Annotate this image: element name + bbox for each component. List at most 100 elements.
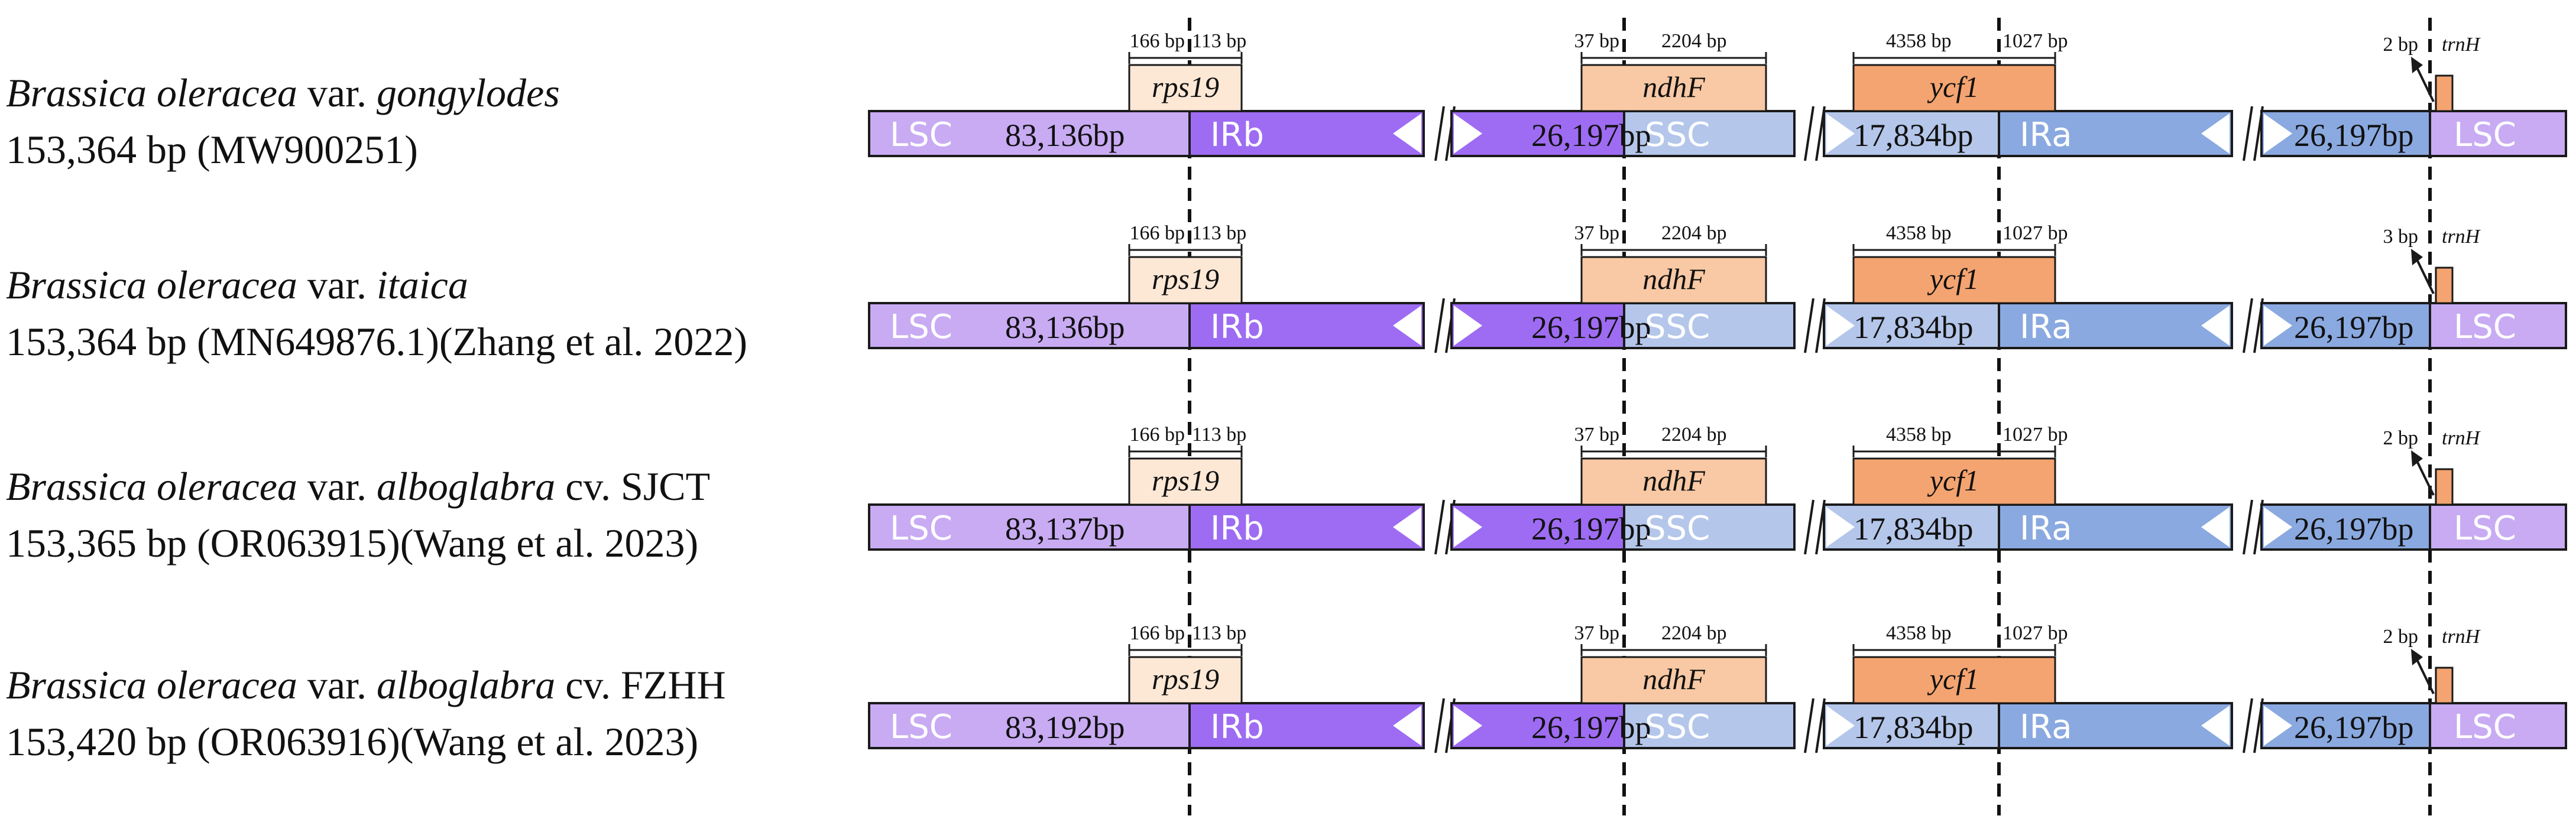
trnH-gap-arrowhead bbox=[2411, 450, 2423, 467]
lsc-region-right bbox=[2429, 110, 2567, 157]
rps19-label: rps19 bbox=[1152, 262, 1219, 295]
lsc-label: LSC bbox=[890, 308, 952, 346]
ira-label: IRa bbox=[2020, 509, 2072, 548]
irb-end-arrow bbox=[1393, 507, 1421, 547]
irb-end-arrow bbox=[1393, 306, 1421, 346]
irb-label: IRb bbox=[1210, 509, 1264, 548]
rps19-right-bp: 113 bp bbox=[1192, 622, 1246, 644]
ndhF-left-bp: 37 bp bbox=[1574, 30, 1620, 52]
ira-start-arrow bbox=[2264, 113, 2292, 154]
ycf1-right-bp: 1027 bp bbox=[2003, 30, 2068, 52]
genome-size-accession: 153,364 bp (MW900251) bbox=[6, 127, 418, 172]
irb-label: IRb bbox=[1210, 708, 1264, 746]
rps19-label: rps19 bbox=[1152, 464, 1219, 497]
ndhF-right-bp: 2204 bp bbox=[1661, 622, 1727, 644]
break-mark bbox=[1804, 106, 1814, 161]
genome-row-1: Brassica oleracea var. gongylodes 153,364… bbox=[6, 30, 2567, 172]
ssc-size: 17,834bp bbox=[1854, 511, 1974, 547]
ira-end-arrow bbox=[2201, 706, 2230, 746]
ycf1-gene-box bbox=[1852, 656, 2056, 704]
ir-size-right: 26,197bp bbox=[2294, 511, 2414, 547]
species-var-prefix: var. bbox=[297, 662, 377, 707]
trnH-gene-box bbox=[2435, 266, 2454, 304]
trnH-gap-arrowhead bbox=[2411, 57, 2423, 73]
species-genus: Brassica oleracea bbox=[6, 262, 297, 307]
ssc-region bbox=[1623, 702, 1796, 749]
rps19-right-bp: 113 bp bbox=[1192, 424, 1246, 446]
trnH-gap-arrowhead bbox=[2411, 649, 2423, 665]
lsc-size: 83,136bp bbox=[1005, 118, 1125, 153]
irb-start-arrow bbox=[1454, 113, 1482, 154]
trnH-gap-bp: 3 bp bbox=[2383, 226, 2419, 248]
rps19-label: rps19 bbox=[1152, 70, 1219, 103]
trnH-gene-box bbox=[2435, 468, 2454, 506]
rps19-right-bp: 113 bp bbox=[1192, 222, 1246, 244]
rps19-gene-box bbox=[1128, 457, 1243, 506]
break-mark bbox=[1434, 499, 1445, 555]
ndhF-left-bp: 37 bp bbox=[1574, 622, 1620, 644]
ndhF-label: ndhF bbox=[1642, 464, 1705, 497]
ssc-label: SSC bbox=[1645, 509, 1710, 548]
ssc-label: SSC bbox=[1645, 308, 1710, 346]
irb-end-arrow bbox=[1393, 706, 1421, 746]
ssc-label: SSC bbox=[1645, 116, 1710, 154]
irb-start-arrow bbox=[1454, 706, 1482, 746]
lsc-region-right bbox=[2429, 503, 2567, 551]
ssc-label: SSC bbox=[1645, 708, 1710, 746]
species-genus: Brassica oleracea bbox=[6, 70, 297, 115]
lsc-end-label: LSC bbox=[2454, 509, 2516, 548]
break-mark bbox=[1434, 298, 1445, 353]
ndhF-gene-box bbox=[1580, 64, 1767, 112]
irb-label: IRb bbox=[1210, 116, 1264, 154]
lsc-size: 83,137bp bbox=[1005, 511, 1125, 547]
ssc-size: 17,834bp bbox=[1854, 118, 1974, 153]
ndhF-label: ndhF bbox=[1642, 262, 1705, 295]
ira-start-arrow bbox=[2264, 706, 2292, 746]
ycf1-gene-box bbox=[1852, 256, 2056, 304]
ycf1-right-bp: 1027 bp bbox=[2003, 222, 2068, 244]
species-genus: Brassica oleracea bbox=[6, 662, 297, 707]
ndhF-right-bp: 2204 bp bbox=[1661, 222, 1727, 244]
ssc-start-arrow bbox=[1826, 706, 1855, 746]
ira-region-continued bbox=[2260, 702, 2431, 749]
ssc-region bbox=[1623, 302, 1796, 349]
ssc-start-arrow bbox=[1826, 306, 1855, 346]
ycf1-left-bp: 4358 bp bbox=[1886, 30, 1952, 52]
ycf1-gene-box bbox=[1852, 64, 2056, 112]
lsc-region-right bbox=[2429, 702, 2567, 749]
rps19-gene-box bbox=[1128, 256, 1243, 304]
ir-size-left: 26,197bp bbox=[1531, 511, 1651, 547]
trnH-label: trnH bbox=[2442, 626, 2481, 648]
ycf1-label: ycf1 bbox=[1927, 70, 1979, 103]
irb-start-arrow bbox=[1454, 306, 1482, 346]
ir-size-left: 26,197bp bbox=[1531, 118, 1651, 153]
ir-size-left: 26,197bp bbox=[1531, 310, 1651, 345]
rps19-left-bp: 166 bp bbox=[1130, 622, 1185, 644]
break-mark bbox=[1804, 298, 1814, 353]
ycf1-left-bp: 4358 bp bbox=[1886, 424, 1952, 446]
lsc-region-left bbox=[868, 110, 1191, 157]
ndhF-left-bp: 37 bp bbox=[1574, 424, 1620, 446]
trnH-label: trnH bbox=[2442, 427, 2481, 449]
irb-region bbox=[1188, 503, 1425, 551]
ycf1-right-bp: 1027 bp bbox=[2003, 622, 2068, 644]
rps19-left-bp: 166 bp bbox=[1130, 424, 1185, 446]
ndhF-gene-box bbox=[1580, 457, 1767, 506]
genome-size-accession: 153,365 bp (OR063915)(Wang et al. 2023) bbox=[6, 521, 698, 566]
irb-end-arrow bbox=[1393, 113, 1421, 154]
species-var-prefix: var. bbox=[297, 464, 377, 509]
ira-label: IRa bbox=[2020, 308, 2072, 346]
ir-size-right: 26,197bp bbox=[2294, 710, 2414, 745]
ndhF-right-bp: 2204 bp bbox=[1661, 424, 1727, 446]
ssc-start-arrow bbox=[1826, 507, 1855, 547]
ira-label: IRa bbox=[2020, 116, 2072, 154]
species-variety: gongylodes bbox=[377, 70, 560, 115]
trnH-gap-bp: 2 bp bbox=[2383, 427, 2419, 449]
trnH-label: trnH bbox=[2442, 34, 2481, 56]
break-mark bbox=[2243, 499, 2253, 555]
ycf1-left-bp: 4358 bp bbox=[1886, 222, 1952, 244]
ira-end-arrow bbox=[2201, 507, 2230, 547]
ndhF-left-bp: 37 bp bbox=[1574, 222, 1620, 244]
break-mark bbox=[1804, 499, 1814, 555]
trnH-gap-arrowhead bbox=[2411, 249, 2423, 265]
